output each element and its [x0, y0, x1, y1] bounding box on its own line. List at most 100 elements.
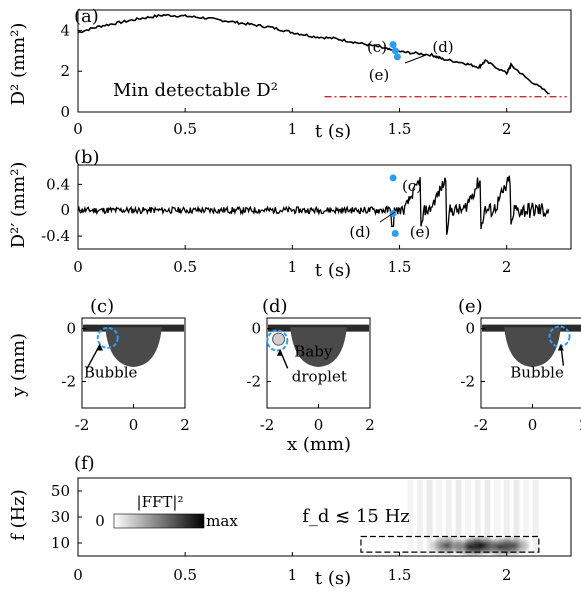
ticklabel-img1-x-2: 2: [365, 416, 375, 434]
ticklabel-img0-x-2: 2: [180, 416, 190, 434]
marker-a-1: [391, 47, 399, 55]
frequency-annotation: f_d ≲ 15 Hz: [302, 506, 410, 527]
ticklabel-f-x-4: 2: [502, 566, 512, 584]
spectro-streak-5: [455, 480, 462, 554]
ticklabel-f-y-1: 30: [51, 508, 70, 526]
spectro-streak-13: [532, 480, 539, 554]
spectro-streak-10: [503, 480, 510, 554]
ticklabel-img2-x-1: 0: [528, 416, 538, 434]
panel-b-label: (b): [74, 147, 100, 168]
series-a-line: [77, 13, 550, 95]
ticklabel-a-x-1: 0.5: [173, 120, 197, 138]
ticklabel-img0-x-0: -2: [75, 416, 90, 434]
ticklabel-img2-x-0: -2: [474, 416, 489, 434]
image-label-0: (c): [90, 296, 114, 317]
ylabel-f: f (Hz): [8, 489, 29, 541]
image-arrowhead-1: [276, 349, 283, 356]
image-droplet-2: [504, 327, 561, 367]
marker-b-0: [389, 174, 397, 182]
spectro-streak-0: [407, 480, 414, 554]
baby-droplet-shape: [272, 332, 286, 346]
image-droplet-1: [290, 327, 347, 367]
image-label-2: (e): [458, 296, 483, 317]
ticklabel-img1-x-1: 0: [314, 416, 324, 434]
ticklabel-img0-x-1: 0: [129, 416, 139, 434]
spectro-blob-4: [495, 535, 532, 556]
spectro-streak-6: [465, 480, 472, 554]
marker-a-label-c: (c): [367, 38, 387, 56]
ticklabel-img1-y-0: 0: [251, 320, 261, 338]
marker-a-0: [389, 41, 397, 49]
spectro-streak-9: [494, 480, 501, 554]
image-0: Bubble (c) -2 0 2 0 -2: [61, 296, 189, 434]
ticklabel-f-x-3: 1.5: [388, 566, 412, 584]
ticklabel-a-y-1: 2: [60, 62, 70, 80]
series-b-line: [77, 175, 550, 235]
ticklabel-b-y-1: 0: [60, 201, 70, 219]
xlabel-f: t (s): [315, 568, 351, 589]
ticklabel-b-x-4: 2: [502, 258, 512, 276]
ticklabel-img2-y-1: -2: [460, 373, 475, 391]
marker-a-2: [393, 53, 401, 61]
threshold-label: Min detectable D²: [113, 80, 278, 101]
xlabel-images: x (mm): [287, 434, 351, 455]
ticklabel-f-x-2: 1: [288, 566, 298, 584]
ticklabel-a-x-3: 1.5: [388, 120, 412, 138]
image-annotation-1a: Baby: [294, 342, 333, 360]
arrow-a-d: [404, 54, 427, 64]
ticklabel-img1-y-1: -2: [246, 373, 261, 391]
ticklabel-f-x-0: 0: [73, 566, 83, 584]
xlabel-b: t (s): [315, 260, 351, 281]
ticklabel-img0-y-1: -2: [61, 373, 76, 391]
arrow-b-d: [379, 211, 396, 223]
frequency-box: [360, 535, 540, 553]
spectro-streak-4: [445, 480, 452, 554]
image-highlight-circle-0: [96, 326, 119, 349]
marker-a-label-d: (d): [432, 38, 453, 56]
image-label-1: (d): [262, 296, 288, 317]
colorbar-min: 0: [95, 512, 105, 530]
ylabel-images: y (mm): [8, 333, 29, 398]
ticklabel-img2-x-2: 2: [579, 416, 581, 434]
ticklabel-b-y-2: 0.4: [46, 175, 70, 193]
ticklabel-a-y-2: 4: [60, 21, 70, 39]
image-annotation-0: Bubble: [84, 364, 138, 382]
ticklabel-a-x-2: 1: [288, 120, 298, 138]
colorbar-max: max: [206, 512, 238, 530]
panel-a-axes: [77, 9, 572, 113]
ticklabel-f-x-1: 0.5: [173, 566, 197, 584]
marker-b-label-c: (c): [402, 177, 422, 195]
xlabel-a: t (s): [315, 121, 351, 142]
spectro-streak-8: [484, 480, 491, 554]
image-annotation-1b: droplet: [292, 368, 347, 386]
spectro-streak-7: [474, 480, 481, 554]
image-highlight-circle-1: [266, 329, 289, 352]
ticklabel-b-x-0: 0: [73, 258, 83, 276]
spectro-streak-2: [426, 480, 433, 554]
panel-a-label: (a): [74, 6, 99, 27]
marker-b-2: [391, 229, 399, 237]
colorbar-label: |FFT|²: [137, 493, 184, 511]
panel-f-label: (f): [74, 453, 95, 474]
ticklabel-img1-x-0: -2: [260, 416, 275, 434]
image-annotation-2: Bubble: [510, 364, 564, 382]
ticklabel-img2-y-0: 0: [465, 320, 475, 338]
ticklabel-f-y-2: 50: [51, 482, 70, 500]
image-arrow-0: [86, 344, 101, 369]
ticklabel-f-y-0: 10: [51, 534, 70, 552]
spectro-streak-11: [513, 480, 520, 554]
marker-b-label-d: (d): [349, 223, 370, 241]
ticklabel-b-y-0: -0.4: [41, 227, 70, 245]
image-arrowhead-2: [557, 344, 564, 351]
image-arrowhead-0: [97, 344, 104, 351]
spectro-streak-1: [416, 480, 423, 554]
image-highlight-circle-2: [548, 325, 571, 348]
image-1: Baby droplet (d) -2 0 2 0 -2: [246, 296, 374, 434]
ticklabel-a-x-4: 2: [502, 120, 512, 138]
marker-a-label-e: (e): [369, 66, 390, 84]
image-droplet-0: [105, 327, 162, 367]
ylabel-a: D² (mm²): [8, 23, 29, 106]
marker-b-label-e: (e): [410, 223, 431, 241]
spectro-streak-3: [436, 480, 443, 554]
ticklabel-a-x-0: 0: [73, 120, 83, 138]
